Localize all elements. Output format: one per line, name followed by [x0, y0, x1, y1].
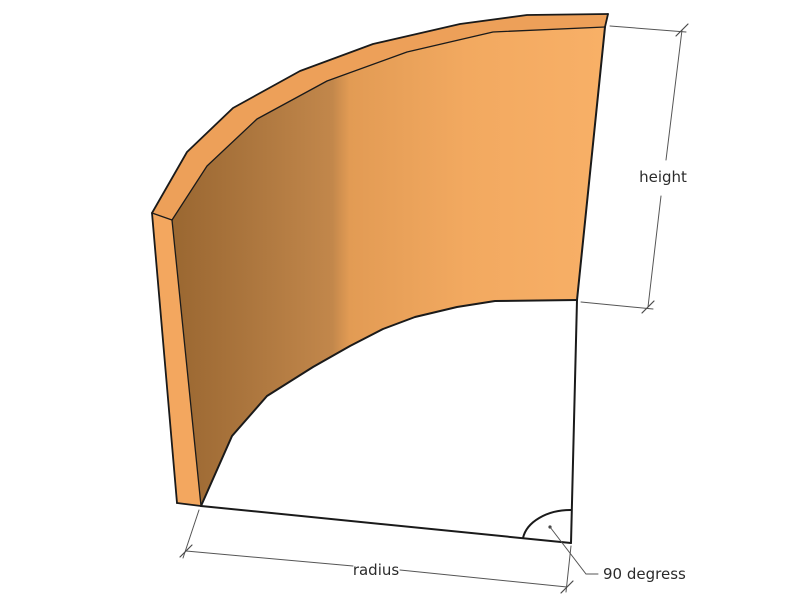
dimension-tick — [179, 544, 193, 558]
height-extension-bottom — [580, 301, 654, 310]
height-dimension-line-upper — [665, 29, 683, 161]
radius-label: radius — [353, 561, 400, 579]
radius-dimension: radius — [179, 509, 574, 594]
dimension-tick — [675, 23, 689, 37]
dimension-tick — [641, 300, 655, 314]
wall-right-edge — [576, 26, 606, 301]
wall-top-face — [152, 14, 608, 220]
wall-strip-top-edge — [151, 212, 173, 221]
wall-outer-top-edge — [151, 13, 609, 214]
radius-extension-left — [182, 509, 200, 559]
height-extension-top — [609, 25, 687, 33]
radius-dimension-line-right — [399, 569, 568, 588]
angle-label: 90 degress — [603, 565, 686, 583]
height-dimension: height — [580, 23, 689, 314]
angle-leader-line — [549, 526, 599, 575]
floor-sector — [201, 300, 577, 543]
floor-right-edge — [570, 299, 578, 544]
dimension-tick — [560, 580, 574, 594]
wall-inner-face — [172, 27, 605, 506]
wall-top-right-end-edge — [604, 13, 609, 28]
wall-left-edge-face — [152, 213, 201, 506]
wall-outer-left-edge — [151, 212, 178, 504]
height-dimension-line-lower — [647, 195, 662, 308]
angle-annotation: 90 degress — [548, 525, 686, 583]
height-label: height — [639, 168, 687, 186]
wall-bottom-arc-edge — [200, 299, 578, 507]
wall-strip-bottom-edge — [176, 502, 202, 507]
radius-dimension-line-left — [185, 550, 354, 567]
wall-strip-inner-edge — [171, 219, 202, 507]
wall-inner-top-edge — [171, 26, 606, 221]
angle-arc — [522, 508, 572, 539]
floor-bottom-edge — [200, 505, 572, 544]
